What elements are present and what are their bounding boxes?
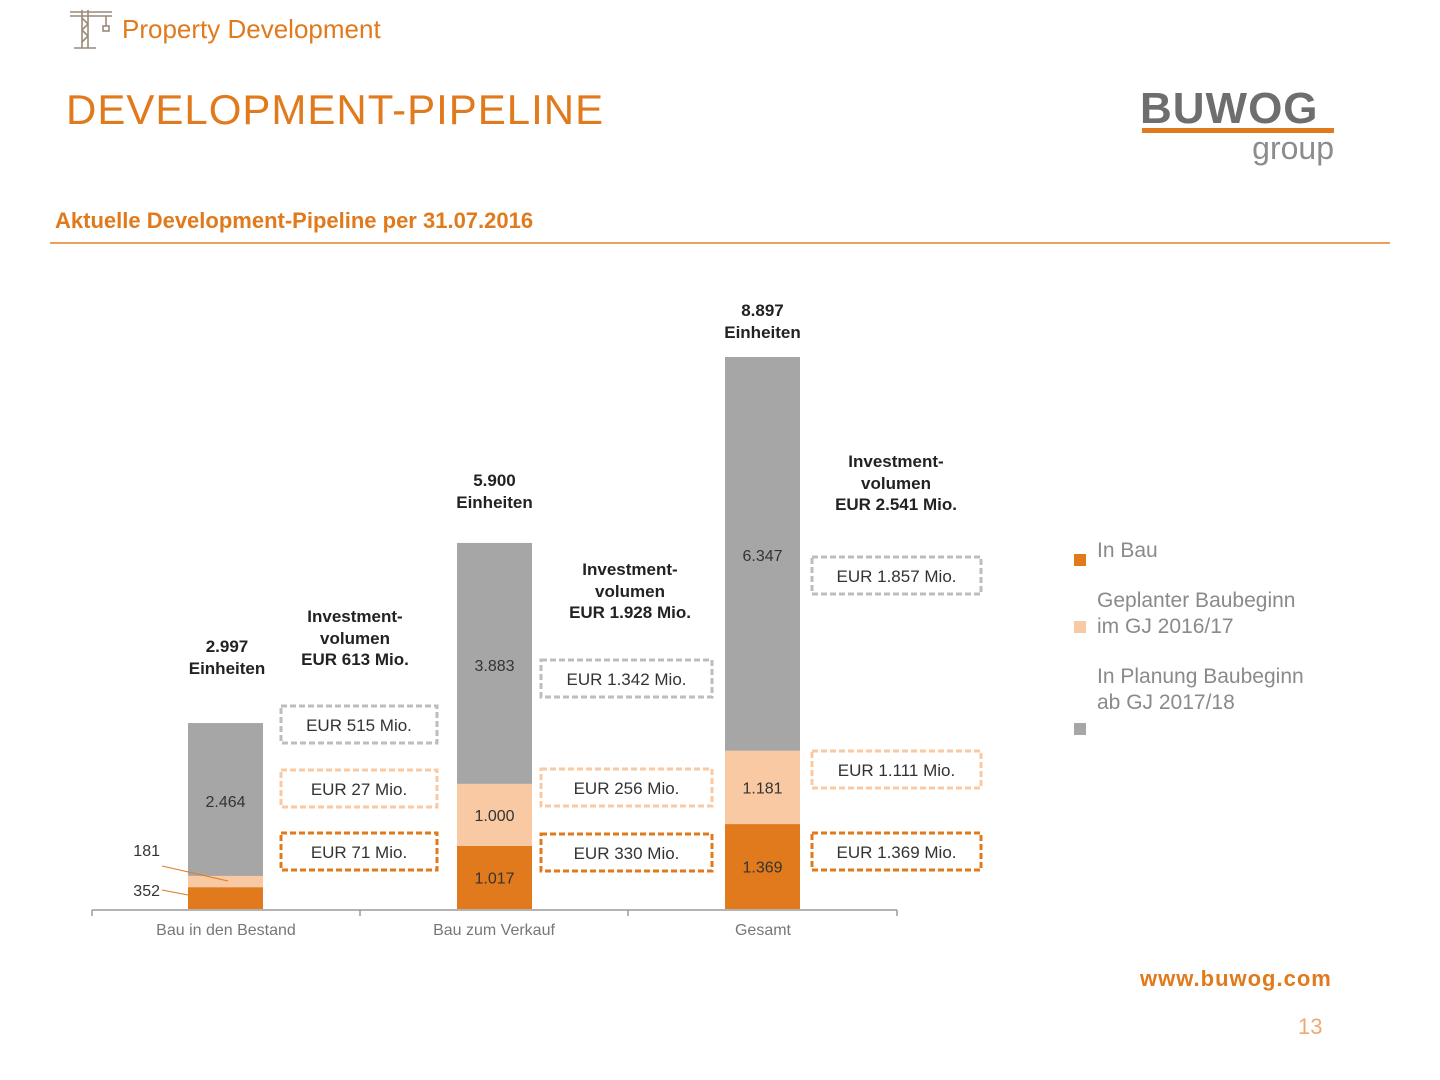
data-label: 1.000 bbox=[474, 808, 514, 825]
total-units: 8.897 bbox=[741, 301, 784, 320]
investment-box bbox=[279, 704, 439, 745]
investment-value: EUR 1.111 Mio. bbox=[838, 761, 955, 780]
bar-segment bbox=[457, 845, 532, 909]
leader-line bbox=[161, 865, 229, 882]
total-units-label: Einheiten bbox=[724, 323, 801, 342]
legend-label-planung: In Planung Baubeginn ab GJ 2017/18 bbox=[1097, 665, 1304, 714]
data-label: 2.464 bbox=[205, 794, 245, 811]
data-label: 1.017 bbox=[474, 870, 514, 887]
page-number: 13 bbox=[1298, 1014, 1323, 1039]
subtitle-rule bbox=[50, 242, 1390, 244]
investment-heading: Investment- bbox=[848, 452, 943, 471]
total-units: 2.997 bbox=[206, 637, 249, 656]
data-label: 181 bbox=[133, 843, 160, 860]
total-units-label: Einheiten bbox=[456, 493, 533, 512]
investment-total: EUR 1.928 Mio. bbox=[569, 603, 691, 622]
investment-box bbox=[810, 555, 983, 596]
investment-heading: Investment- bbox=[582, 560, 677, 579]
leader-line bbox=[161, 889, 189, 896]
legend: In Bau Geplanter Baubeginn im GJ 2016/17… bbox=[1070, 538, 1370, 748]
footer-url[interactable]: www.buwog.com bbox=[1140, 966, 1332, 991]
investment-box bbox=[810, 831, 983, 872]
x-tick-label: Gesamt bbox=[735, 922, 792, 939]
investment-value: EUR 71 Mio. bbox=[311, 843, 407, 862]
legend-label-in-bau: In Bau bbox=[1097, 539, 1158, 562]
investment-total: EUR 613 Mio. bbox=[301, 650, 409, 669]
legend-label-geplant: Geplanter Baubeginn im GJ 2016/17 bbox=[1097, 589, 1296, 638]
logo-underline bbox=[1142, 128, 1334, 133]
investment-value: EUR 1.342 Mio. bbox=[567, 670, 687, 689]
investment-value: EUR 330 Mio. bbox=[574, 844, 680, 863]
section-label: Property Development bbox=[122, 14, 381, 44]
legend-swatch-planung bbox=[1074, 723, 1086, 735]
data-label: 1.369 bbox=[742, 860, 782, 877]
investment-box bbox=[810, 749, 983, 790]
bar-segment bbox=[188, 723, 263, 876]
total-units: 5.900 bbox=[473, 471, 516, 490]
bar-segment bbox=[188, 875, 263, 888]
investment-box bbox=[279, 831, 439, 872]
investment-heading: Investment- bbox=[307, 607, 402, 626]
page-title: DEVELOPMENT-PIPELINE bbox=[66, 86, 605, 133]
chart-subtitle: Aktuelle Development-Pipeline per 31.07.… bbox=[55, 208, 534, 233]
investment-value: EUR 27 Mio. bbox=[311, 780, 407, 799]
bar-segment bbox=[725, 750, 800, 825]
x-tick-label: Bau zum Verkauf bbox=[433, 922, 555, 939]
investment-total: EUR 2.541 Mio. bbox=[835, 495, 957, 514]
investment-heading: volumen bbox=[320, 629, 390, 648]
investment-box bbox=[539, 767, 714, 808]
investment-value: EUR 1.369 Mio. bbox=[837, 843, 957, 862]
investment-value: EUR 1.857 Mio. bbox=[837, 567, 957, 586]
data-label: 1.181 bbox=[742, 780, 782, 797]
bar-segment bbox=[457, 542, 532, 784]
data-label: 352 bbox=[133, 883, 160, 900]
legend-swatch-in-bau bbox=[1074, 554, 1086, 566]
bar-segment bbox=[457, 783, 532, 846]
x-tick-label: Bau in den Bestand bbox=[156, 922, 296, 939]
investment-box bbox=[279, 768, 439, 809]
investment-value: EUR 256 Mio. bbox=[574, 779, 680, 798]
buwog-logo: BUWOG group bbox=[1140, 84, 1336, 170]
investment-box bbox=[539, 832, 714, 873]
investment-value: EUR 515 Mio. bbox=[306, 716, 412, 735]
investment-heading: volumen bbox=[861, 474, 931, 493]
investment-heading: volumen bbox=[595, 582, 665, 601]
investment-box bbox=[539, 658, 714, 699]
data-label: 3.883 bbox=[474, 658, 514, 675]
bar-segment bbox=[725, 824, 800, 909]
logo-wordmark: BUWOG bbox=[1140, 84, 1319, 133]
data-label: 6.347 bbox=[742, 548, 782, 565]
crane-icon bbox=[70, 10, 112, 49]
logo-subline: group bbox=[1252, 130, 1334, 166]
legend-swatch-geplant bbox=[1074, 621, 1086, 633]
total-units-label: Einheiten bbox=[189, 659, 266, 678]
bar-segment bbox=[188, 887, 263, 909]
bar-segment bbox=[725, 357, 800, 751]
